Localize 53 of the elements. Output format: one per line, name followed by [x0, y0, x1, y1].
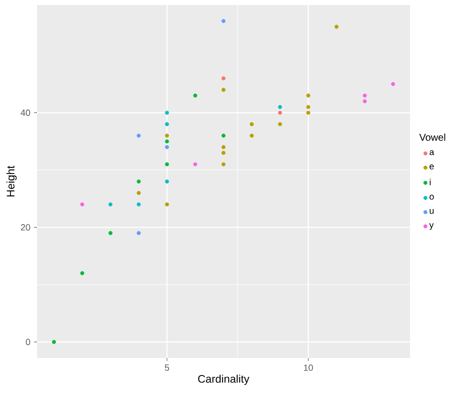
point — [164, 110, 169, 115]
point — [80, 271, 84, 276]
legend-label: o — [430, 194, 434, 200]
point — [391, 82, 396, 86]
point — [80, 202, 84, 206]
point — [136, 190, 141, 195]
point — [222, 162, 226, 166]
legend-label: e — [430, 164, 434, 170]
legend-label: i — [430, 178, 431, 186]
point — [250, 134, 254, 138]
point — [278, 110, 282, 115]
point — [108, 231, 112, 236]
legend-title: Vowel — [419, 134, 446, 141]
y-tick-label: 20 — [20, 224, 30, 231]
y-tick-label: 0 — [26, 338, 30, 346]
point — [222, 145, 226, 150]
point — [108, 202, 112, 206]
point — [334, 24, 339, 29]
legend-label: y — [429, 223, 434, 230]
point — [222, 19, 226, 24]
point — [136, 231, 141, 236]
point — [222, 150, 226, 155]
point — [306, 94, 310, 98]
point — [164, 134, 169, 138]
point — [306, 110, 310, 115]
point — [362, 94, 367, 98]
y-tick-label: 40 — [20, 110, 30, 116]
point — [136, 202, 141, 206]
point — [164, 145, 169, 150]
point — [250, 122, 254, 126]
point — [164, 139, 169, 144]
x-tick-label: 10 — [304, 364, 313, 371]
point — [52, 340, 56, 344]
point — [278, 122, 282, 126]
point — [362, 99, 367, 104]
point — [136, 134, 141, 138]
point — [164, 162, 169, 166]
point — [222, 134, 226, 138]
x-tick-label: 5 — [164, 364, 170, 371]
point — [164, 202, 169, 206]
point — [222, 88, 226, 92]
point — [136, 180, 141, 184]
point — [222, 76, 226, 80]
point — [278, 105, 282, 109]
point — [164, 180, 169, 184]
point — [164, 122, 169, 126]
x-axis-title: Cardinality — [198, 374, 250, 385]
point — [193, 162, 198, 166]
y-axis-title: Height — [6, 166, 17, 196]
legend-label: a — [430, 150, 434, 156]
legend-label: u — [430, 209, 434, 214]
point — [306, 105, 310, 109]
point — [193, 94, 198, 98]
